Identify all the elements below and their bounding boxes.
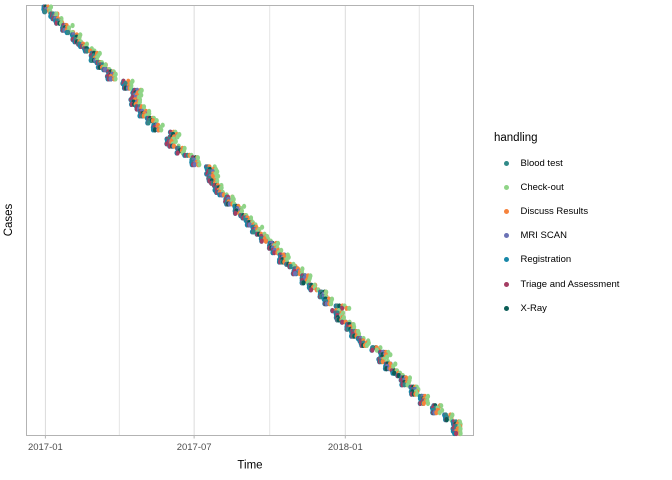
legend-item: Check-out — [494, 175, 619, 199]
x-axis-title: Time — [237, 460, 262, 472]
x-tick-label: 2018-01 — [328, 442, 363, 453]
dot-cloud — [41, 4, 463, 437]
x-tick-marks — [44, 435, 346, 439]
legend: handling Blood test Check-out Discuss Resu… — [494, 131, 619, 320]
legend-item-label: MRI SCAN — [520, 230, 567, 242]
legend-item-label: Check-out — [520, 181, 564, 193]
legend-item: Triage and Assessment — [494, 272, 619, 296]
legend-item: X-Ray — [494, 296, 619, 320]
legend-item: Registration — [494, 248, 619, 272]
legend-key-dot — [503, 184, 509, 190]
legend-items: Blood test Check-out Discuss Results MRI SC… — [494, 151, 619, 320]
x-major-gridlines — [44, 5, 346, 436]
legend-item-label: Discuss Results — [520, 205, 589, 217]
legend-key-dot — [503, 281, 509, 287]
legend-key-dot — [503, 257, 509, 263]
legend-key-dot — [503, 160, 509, 166]
x-tick-labels: 2017-01 2017-07 2018-01 — [28, 442, 363, 453]
legend-key-dot — [503, 233, 509, 239]
x-minor-gridlines — [118, 5, 420, 436]
legend-key-dot — [503, 305, 509, 311]
legend-item-label: Triage and Assessment — [520, 278, 620, 290]
legend-item: MRI SCAN — [494, 224, 619, 248]
y-axis-title: Cases — [3, 203, 15, 236]
legend-key-dot — [503, 208, 509, 214]
legend-item-label: Blood test — [520, 157, 563, 169]
legend-item: Blood test — [494, 151, 619, 175]
legend-title: handling — [494, 132, 538, 144]
legend-item-label: X-Ray — [520, 302, 547, 314]
x-tick-label: 2017-07 — [177, 442, 212, 453]
panel-border — [26, 5, 474, 436]
legend-item: Discuss Results — [494, 199, 619, 223]
x-tick-label: 2017-01 — [28, 442, 63, 453]
legend-item-label: Registration — [520, 254, 572, 266]
